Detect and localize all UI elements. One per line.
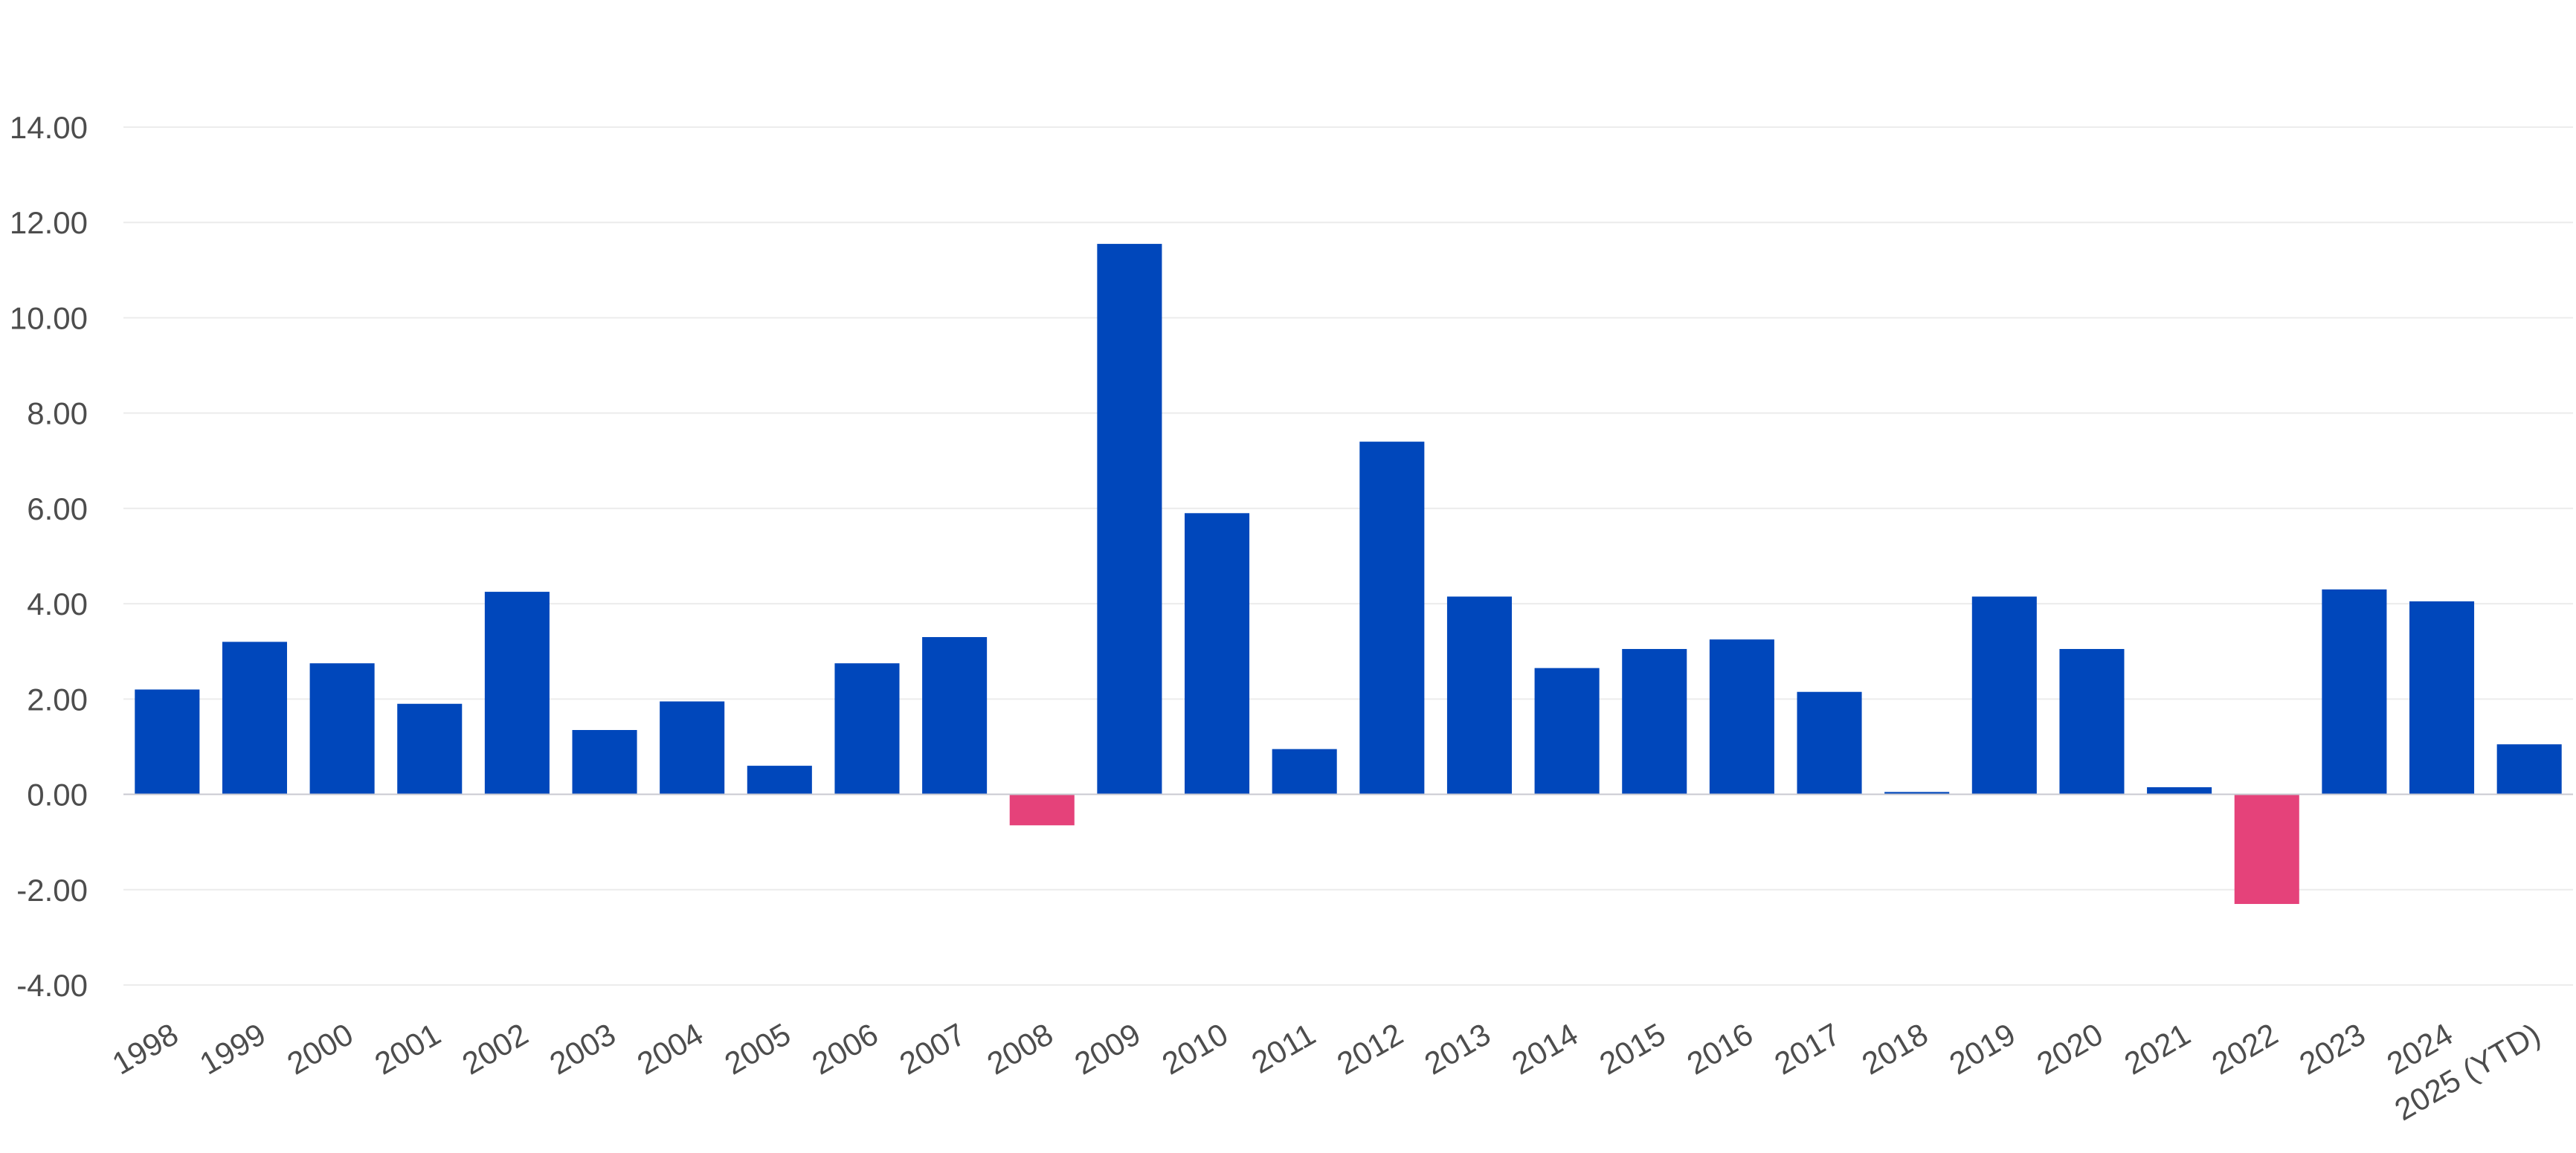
x-tick-label: 2023 — [2293, 1016, 2371, 1081]
x-tick-label: 2009 — [1069, 1016, 1146, 1081]
x-tick-label: 2002 — [456, 1016, 533, 1081]
bar-2001 — [397, 703, 463, 795]
x-tick-label: 2005 — [718, 1016, 796, 1081]
x-tick-label: 1998 — [106, 1016, 184, 1081]
x-tick-label: 2008 — [981, 1016, 1058, 1081]
bar-2011 — [1272, 749, 1337, 795]
x-axis-ticks: 1998 1999 2000 2001 2002 2003 2004 2005 2006 2007… — [106, 1016, 2546, 1127]
bar-2025-ytd — [2496, 744, 2562, 795]
y-tick-label: -4.00 — [16, 968, 88, 1003]
y-tick-label: 8.00 — [27, 396, 88, 431]
bar-2009 — [1097, 244, 1162, 795]
x-tick-label: 2021 — [2119, 1016, 2196, 1081]
y-tick-label: 10.00 — [10, 300, 88, 335]
bar-2012 — [1359, 442, 1425, 795]
bar-2015 — [1622, 649, 1687, 795]
bar-2019 — [1971, 596, 2037, 795]
x-tick-label: 2000 — [281, 1016, 358, 1081]
bar-1998 — [135, 689, 200, 795]
bar-2004 — [660, 701, 725, 795]
y-tick-label: 12.00 — [10, 205, 88, 240]
bar-2014 — [1534, 668, 1600, 795]
bar-2007 — [922, 636, 988, 795]
x-tick-label: 2014 — [1506, 1016, 1583, 1081]
bar-2010 — [1185, 513, 1250, 795]
bar-2002 — [484, 592, 550, 795]
x-tick-label: 2017 — [1768, 1016, 1846, 1081]
bar-2000 — [309, 663, 375, 795]
gridlines — [123, 126, 2573, 986]
x-tick-label: 2007 — [894, 1016, 971, 1081]
x-tick-label: 2018 — [1856, 1016, 1933, 1081]
bar-2008 — [1009, 794, 1075, 826]
y-tick-label: 0.00 — [27, 778, 88, 813]
x-tick-label: 2015 — [1594, 1016, 1671, 1081]
y-tick-label: -2.00 — [16, 873, 88, 908]
x-tick-label: 2003 — [544, 1016, 621, 1081]
x-tick-label: 2020 — [2031, 1016, 2108, 1081]
bar-2016 — [1709, 639, 1774, 795]
bar-2022 — [2234, 794, 2299, 905]
x-tick-label: 2016 — [1681, 1016, 1758, 1081]
x-tick-label: 2012 — [1331, 1016, 1408, 1081]
bar-1999 — [222, 642, 287, 795]
bars — [135, 244, 2562, 905]
x-tick-label: 1999 — [194, 1016, 271, 1081]
y-tick-label: 14.00 — [10, 110, 88, 145]
bar-2017 — [1797, 691, 1862, 795]
x-tick-label: 2006 — [806, 1016, 883, 1081]
y-tick-label: 6.00 — [27, 491, 88, 526]
y-axis-ticks: -4.00 -2.00 0.00 2.00 4.00 6.00 8.00 10.00 12.00… — [10, 110, 88, 1003]
x-tick-label: 2004 — [631, 1016, 709, 1081]
x-tick-label: 2022 — [2206, 1016, 2283, 1081]
bar-2021 — [2147, 787, 2212, 795]
bar-2005 — [747, 766, 812, 795]
x-tick-label: 2013 — [1419, 1016, 1496, 1081]
bar-2006 — [834, 663, 900, 795]
y-tick-label: 4.00 — [27, 587, 88, 621]
bar-2020 — [2059, 649, 2125, 795]
bar-2024 — [2409, 601, 2475, 795]
y-tick-label: 2.00 — [27, 682, 88, 717]
bar-2023 — [2322, 589, 2387, 795]
x-tick-label: 2019 — [1943, 1016, 2020, 1081]
bar-2003 — [572, 730, 637, 795]
x-tick-label: 2010 — [1156, 1016, 1234, 1081]
bar-2013 — [1446, 596, 1512, 795]
x-tick-label: 2001 — [369, 1016, 446, 1081]
bar-2018 — [1884, 792, 1950, 795]
x-tick-label: 2011 — [1246, 1016, 1321, 1080]
